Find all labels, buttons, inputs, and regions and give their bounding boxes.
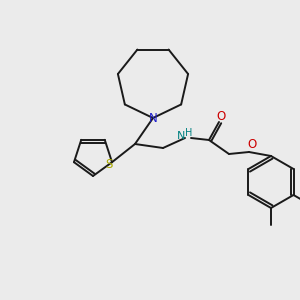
Text: O: O [248,139,256,152]
Text: N: N [148,112,158,124]
Text: O: O [216,110,226,122]
Text: N: N [177,131,185,141]
Text: S: S [105,158,113,171]
Text: H: H [185,128,192,138]
